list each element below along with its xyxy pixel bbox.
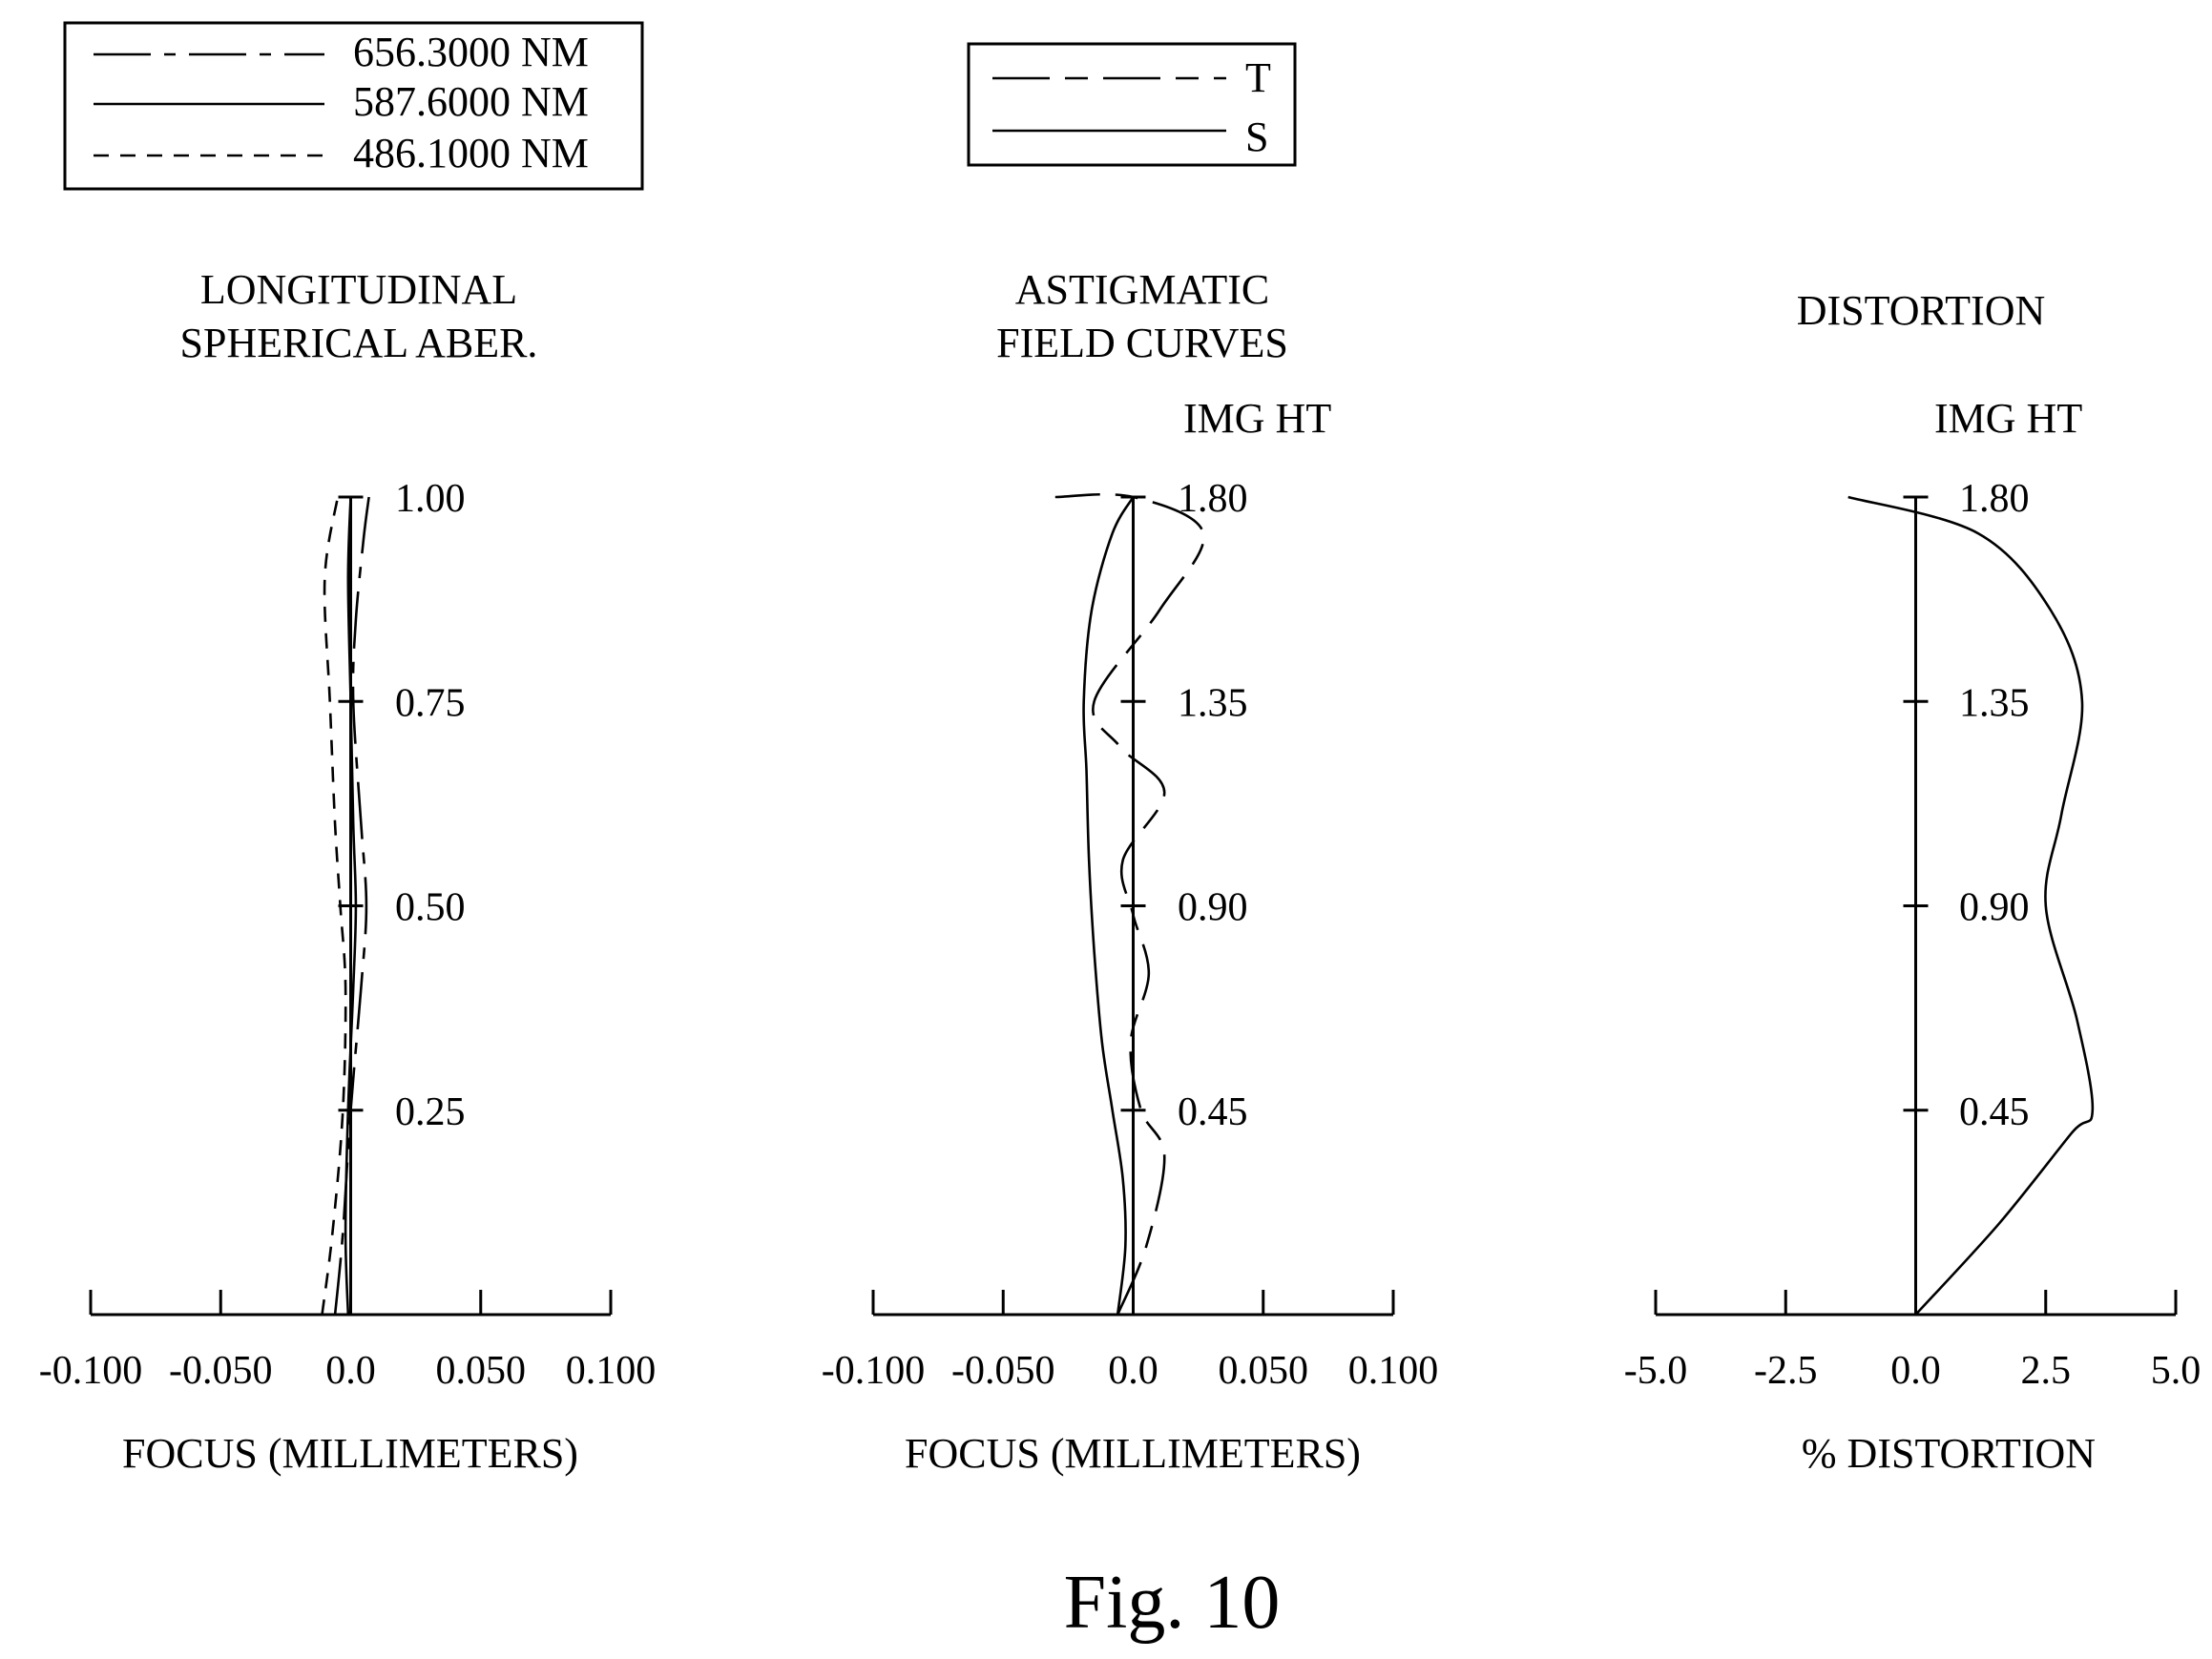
panel3-title: DISTORTION — [1797, 287, 2046, 334]
panel1-title-line2: SPHERICAL ABER. — [180, 320, 538, 366]
legend-label-486nm: 486.1000 NM — [353, 130, 589, 176]
legend-label-587nm: 587.6000 NM — [353, 78, 589, 125]
panel2-y-tick-label: 0.90 — [1178, 886, 1248, 930]
panel2-x-tick-label: 0.0 — [1108, 1349, 1158, 1393]
panel1-y-tick-label: 0.50 — [395, 886, 466, 930]
field-legend-box — [967, 42, 1297, 167]
panel1-y-tick-label: 1.00 — [395, 477, 466, 521]
field-legend: T S — [967, 42, 1297, 167]
panel1-x-tick-label: -0.100 — [39, 1349, 143, 1393]
spherical-aberration-panel: LONGITUDINAL SPHERICAL ABER. FOCUS (MILL… — [39, 266, 657, 1477]
panel1-x-tick-label: -0.050 — [169, 1349, 273, 1393]
panel2-plot-area: -0.100 -0.050 0.0 0.050 0.100 0.45 0.90 1.35 1.8… — [822, 477, 1439, 1393]
panel3-x-tick-label: -5.0 — [1624, 1349, 1688, 1393]
panel1-y-tick-label: 0.75 — [395, 681, 466, 725]
panel1-title-line1: LONGITUDINAL — [200, 266, 517, 313]
panel1-plot-area: -0.100 -0.050 0.0 0.050 0.100 0.25 0.50 0.75 1.0… — [39, 477, 657, 1393]
figure-label: Fig. 10 — [1064, 1561, 1281, 1645]
panel2-x-tick-label: -0.050 — [951, 1349, 1055, 1393]
panel2-x-tick-label: 0.050 — [1219, 1349, 1309, 1393]
legend-label-t: T — [1245, 54, 1271, 101]
panel2-x-axis-label: FOCUS (MILLIMETERS) — [905, 1430, 1361, 1477]
panel1-series-587-6000-nm — [344, 496, 358, 1316]
panel3-x-axis-label: % DISTORTION — [1802, 1430, 2096, 1477]
panel1-x-tick-label: 0.0 — [325, 1349, 376, 1393]
panel3-y-axis-label: IMG HT — [1934, 395, 2082, 442]
legend-label-s: S — [1245, 114, 1268, 160]
panel3-x-tick-label: 0.0 — [1890, 1349, 1941, 1393]
panel3-series-distortion — [1847, 495, 2095, 1316]
wavelength-legend-box — [63, 21, 644, 191]
panel1-x-tick-label: 0.050 — [436, 1349, 527, 1393]
panel3-x-tick-label: 5.0 — [2151, 1349, 2202, 1393]
panel2-y-tick-label: 1.80 — [1178, 477, 1248, 521]
panel1-y-tick-label: 0.25 — [395, 1090, 466, 1134]
panel2-y-tick-label: 0.45 — [1178, 1090, 1248, 1134]
distortion-panel: DISTORTION IMG HT % DISTORTION -5.0 -2.5 0… — [1624, 287, 2202, 1477]
panel2-y-axis-label: IMG HT — [1183, 395, 1331, 442]
wavelength-legend: 656.3000 NM 587.6000 NM 486.1000 NM — [63, 21, 644, 191]
astigmatic-field-curves-panel: ASTIGMATIC FIELD CURVES IMG HT FOCUS (MI… — [822, 266, 1439, 1477]
legend-label-656nm: 656.3000 NM — [353, 29, 589, 75]
panel3-y-tick-label: 0.90 — [1959, 886, 2030, 930]
panel2-title-line1: ASTIGMATIC — [1015, 266, 1269, 313]
panel3-y-tick-label: 1.80 — [1959, 477, 2030, 521]
panel3-y-tick-label: 0.45 — [1959, 1090, 2030, 1134]
panel1-x-axis-label: FOCUS (MILLIMETERS) — [122, 1430, 578, 1477]
panel2-y-tick-label: 1.35 — [1178, 681, 1248, 725]
panel2-title-line2: FIELD CURVES — [996, 320, 1288, 366]
panel3-y-tick-label: 1.35 — [1959, 681, 2030, 725]
panel1-x-tick-label: 0.100 — [566, 1349, 657, 1393]
panel3-x-tick-label: -2.5 — [1754, 1349, 1818, 1393]
panel3-x-tick-label: 2.5 — [2021, 1349, 2072, 1393]
panel3-plot-area: -5.0 -2.5 0.0 2.5 5.0 0.45 0.90 1.35 1.80 — [1624, 477, 2202, 1393]
panel2-series-s — [1082, 496, 1135, 1316]
panel1-series-486-1000-nm — [321, 496, 347, 1316]
panel2-series-t — [1054, 492, 1205, 1316]
panel2-x-tick-label: 0.100 — [1348, 1349, 1439, 1393]
panel2-x-tick-label: -0.100 — [822, 1349, 926, 1393]
